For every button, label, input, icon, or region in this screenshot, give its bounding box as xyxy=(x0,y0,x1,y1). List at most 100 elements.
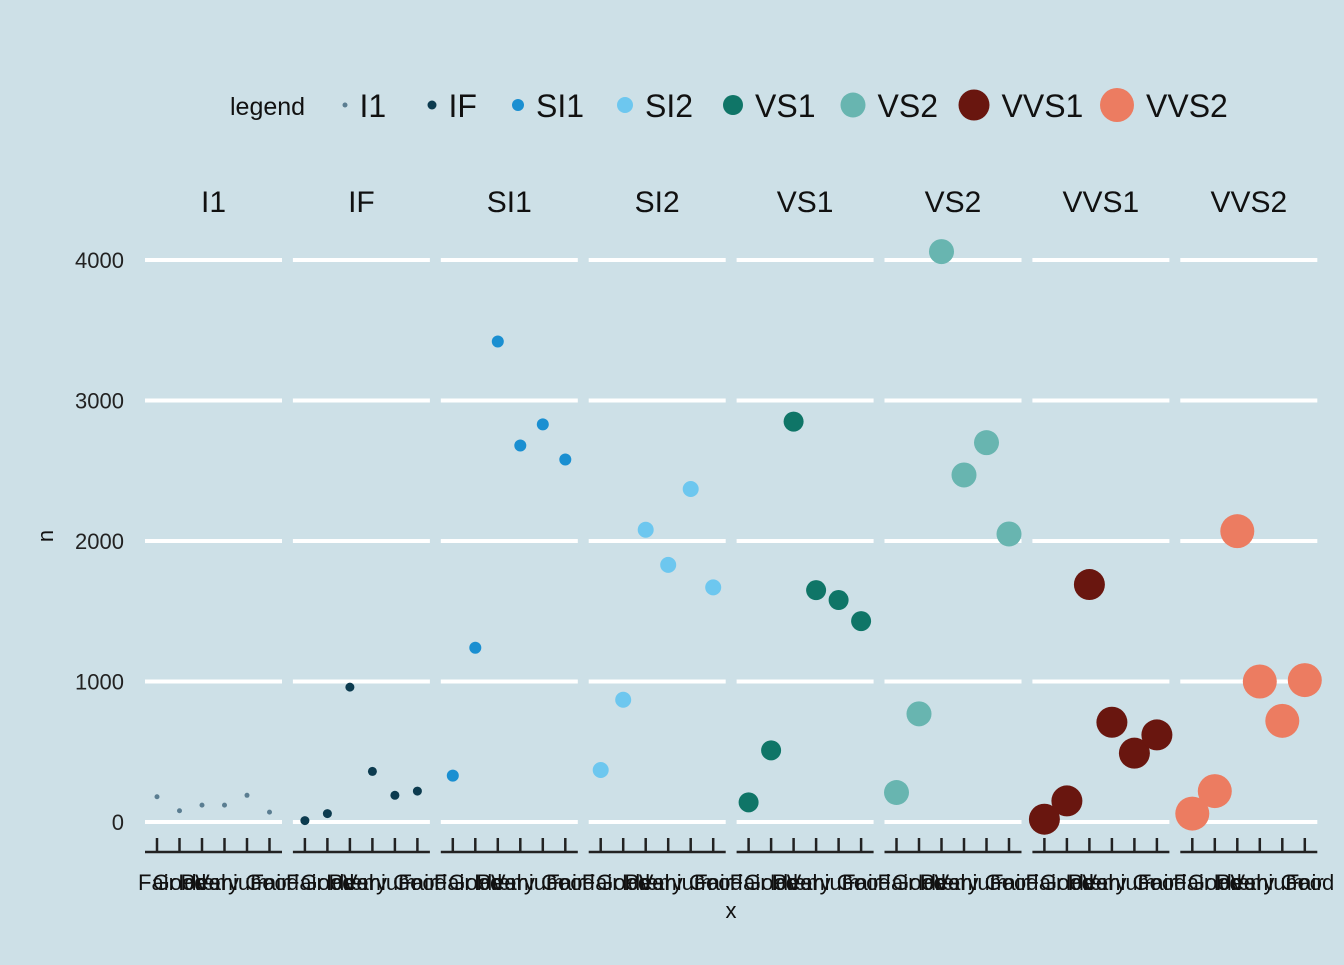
point-vvs1 xyxy=(1073,569,1105,601)
x-tick-label: Fair xyxy=(990,870,1028,895)
x-tick-label: Fair xyxy=(1286,870,1324,895)
x-tick-label: Fair xyxy=(398,870,436,895)
y-tick-label: 2000 xyxy=(75,529,124,554)
point-vs1 xyxy=(738,792,759,813)
x-tick-label: Very Good xyxy=(639,870,743,895)
x-tick-label: Premium xyxy=(624,870,712,895)
point-vs2 xyxy=(929,239,954,265)
legend-key-si2 xyxy=(617,97,633,113)
x-tick-label: Fair xyxy=(842,870,880,895)
x-tick-label: Very Good xyxy=(343,870,447,895)
point-si1 xyxy=(446,769,459,782)
facet-label-vs2: VS2 xyxy=(925,186,982,219)
legend-label-i1: I1 xyxy=(360,88,387,124)
x-tick-label: Good xyxy=(892,870,946,895)
x-tick-label: Premium xyxy=(1216,870,1304,895)
x-tick-label: Very Good xyxy=(491,870,595,895)
point-vs1 xyxy=(806,580,827,601)
point-i1 xyxy=(222,802,227,808)
x-tick-label: Fair xyxy=(546,870,584,895)
x-tick-label: Good xyxy=(448,870,502,895)
x-tick-label: Good xyxy=(300,870,354,895)
point-si1 xyxy=(536,418,549,431)
x-tick-label: Fair xyxy=(1138,870,1176,895)
x-tick-label: Ideal xyxy=(326,870,374,895)
facet-label-vs1: VS1 xyxy=(777,186,834,219)
x-tick-label: Good xyxy=(1040,870,1094,895)
point-vs2 xyxy=(906,701,932,727)
legend-label-vvs1: VVS1 xyxy=(1002,88,1084,124)
x-tick-label: Premium xyxy=(1068,870,1156,895)
x-tick-label: Fair xyxy=(434,870,472,895)
point-vvs1 xyxy=(1141,719,1173,751)
legend-label-if: IF xyxy=(449,88,477,124)
point-if xyxy=(367,766,377,776)
legend-label-si2: SI2 xyxy=(645,88,693,124)
x-tick-label: Fair xyxy=(582,870,620,895)
point-si2 xyxy=(592,762,609,779)
point-si1 xyxy=(469,641,482,654)
point-vs2 xyxy=(884,779,909,805)
point-vs2 xyxy=(974,430,999,456)
legend-key-i1 xyxy=(342,102,348,108)
x-tick-label: Ideal xyxy=(1213,870,1261,895)
point-vvs1 xyxy=(1051,785,1083,817)
point-si2 xyxy=(682,481,699,498)
legend-key-if xyxy=(427,100,437,110)
x-tick-label: Ideal xyxy=(178,870,226,895)
x-tick-label: Premium xyxy=(772,870,860,895)
point-vs1 xyxy=(851,611,872,632)
x-tick-label: Premium xyxy=(476,870,564,895)
x-tick-label: Fair xyxy=(878,870,916,895)
point-vvs2 xyxy=(1220,514,1255,549)
facet-label-si1: SI1 xyxy=(487,186,532,219)
point-si1 xyxy=(559,453,572,466)
point-vs1 xyxy=(761,740,782,761)
x-tick-label: Ideal xyxy=(622,870,670,895)
x-tick-label: Fair xyxy=(286,870,324,895)
x-tick-label: Fair xyxy=(1173,870,1211,895)
point-i1 xyxy=(244,792,250,798)
point-i1 xyxy=(199,802,205,808)
point-si1 xyxy=(514,439,527,452)
legend-key-si1 xyxy=(512,99,524,111)
legend: legend I1 IF SI1 SI2 VS1 VS2 VVS1 VVS2 xyxy=(230,88,1228,124)
x-tick-label: Good xyxy=(1188,870,1242,895)
y-tick-label: 1000 xyxy=(75,670,124,695)
y-tick-label: 0 xyxy=(112,810,124,835)
point-vvs1 xyxy=(1096,706,1128,738)
point-i1 xyxy=(177,808,182,814)
point-vs1 xyxy=(783,411,804,432)
x-tick-label: Ideal xyxy=(918,870,966,895)
x-tick-label: Fair xyxy=(694,870,732,895)
point-vvs2 xyxy=(1287,663,1322,698)
facet-label-si2: SI2 xyxy=(635,186,680,219)
legend-label-vvs2: VVS2 xyxy=(1146,88,1228,124)
x-axis-title: x xyxy=(726,898,737,923)
x-tick-label: Very Good xyxy=(787,870,891,895)
legend-label-si1: SI1 xyxy=(536,88,584,124)
legend-title: legend xyxy=(230,93,305,121)
point-if xyxy=(300,816,310,826)
point-vvs1 xyxy=(1118,737,1150,769)
facet-label-vvs1: VVS1 xyxy=(1063,186,1140,219)
x-tick-label: Good xyxy=(596,870,650,895)
x-tick-label: Fair xyxy=(251,870,289,895)
facet-label-if: IF xyxy=(348,186,375,219)
x-tick-label: Premium xyxy=(328,870,416,895)
point-i1 xyxy=(154,794,160,800)
x-tick-label: Very Good xyxy=(195,870,299,895)
x-tick-label: Premium xyxy=(920,870,1008,895)
point-vvs2 xyxy=(1197,774,1232,809)
x-tick-label: Very Good xyxy=(935,870,1039,895)
legend-key-vvs2 xyxy=(1100,88,1134,122)
x-tick-label: Ideal xyxy=(1066,870,1114,895)
point-vvs2 xyxy=(1242,664,1277,699)
x-tick-label: Very Good xyxy=(1082,870,1186,895)
